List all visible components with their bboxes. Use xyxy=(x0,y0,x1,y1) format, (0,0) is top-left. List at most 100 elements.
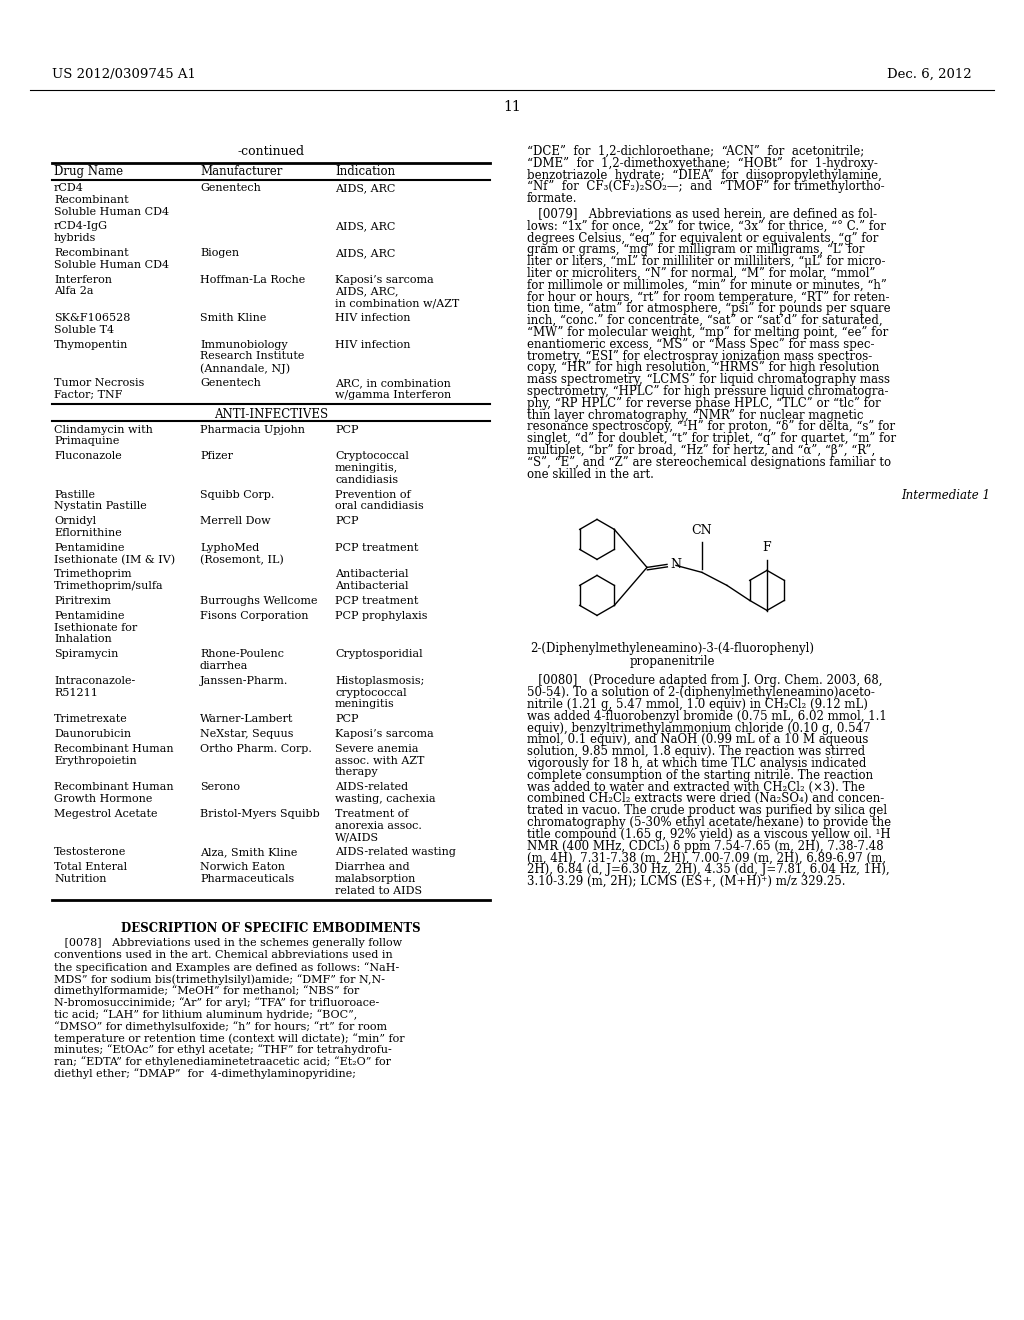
Text: Alza, Smith Kline: Alza, Smith Kline xyxy=(200,847,297,857)
Text: Trimethoprim/sulfa: Trimethoprim/sulfa xyxy=(54,581,164,591)
Text: Piritrexim: Piritrexim xyxy=(54,597,111,606)
Text: Immunobiology: Immunobiology xyxy=(200,339,288,350)
Text: Thymopentin: Thymopentin xyxy=(54,339,128,350)
Text: conventions used in the art. Chemical abbreviations used in: conventions used in the art. Chemical ab… xyxy=(54,950,393,960)
Text: Clindamycin with: Clindamycin with xyxy=(54,425,153,434)
Text: Treatment of: Treatment of xyxy=(335,809,409,818)
Text: PCP: PCP xyxy=(335,714,358,725)
Text: PCP treatment: PCP treatment xyxy=(335,597,419,606)
Text: Trimethoprim: Trimethoprim xyxy=(54,569,133,579)
Text: Ortho Pharm. Corp.: Ortho Pharm. Corp. xyxy=(200,743,312,754)
Text: equiv), benzyltrimethylammonium chloride (0.10 g, 0.547: equiv), benzyltrimethylammonium chloride… xyxy=(527,722,870,735)
Text: candidiasis: candidiasis xyxy=(335,475,398,484)
Text: was added to water and extracted with CH₂Cl₂ (×3). The: was added to water and extracted with CH… xyxy=(527,780,865,793)
Text: Serono: Serono xyxy=(200,783,240,792)
Text: Factor; TNF: Factor; TNF xyxy=(54,389,123,400)
Text: Genentech: Genentech xyxy=(200,183,261,193)
Text: Drug Name: Drug Name xyxy=(54,165,123,178)
Text: temperature or retention time (context will dictate); “min” for: temperature or retention time (context w… xyxy=(54,1032,404,1044)
Text: copy, “HR” for high resolution, “HRMS” for high resolution: copy, “HR” for high resolution, “HRMS” f… xyxy=(527,362,880,375)
Text: Merrell Dow: Merrell Dow xyxy=(200,516,270,527)
Text: Janssen-Pharm.: Janssen-Pharm. xyxy=(200,676,289,686)
Text: Primaquine: Primaquine xyxy=(54,437,120,446)
Text: in combination w/AZT: in combination w/AZT xyxy=(335,298,459,308)
Text: diarrhea: diarrhea xyxy=(200,661,249,671)
Text: AIDS, ARC: AIDS, ARC xyxy=(335,183,395,193)
Text: Diarrhea and: Diarrhea and xyxy=(335,862,410,873)
Text: AIDS-related: AIDS-related xyxy=(335,783,409,792)
Text: “DMSO” for dimethylsulfoxide; “h” for hours; “rt” for room: “DMSO” for dimethylsulfoxide; “h” for ho… xyxy=(54,1020,387,1032)
Text: Kaposi’s sarcoma: Kaposi’s sarcoma xyxy=(335,729,434,739)
Text: Pfizer: Pfizer xyxy=(200,451,233,461)
Text: Prevention of: Prevention of xyxy=(335,490,411,499)
Text: meningitis,: meningitis, xyxy=(335,463,398,473)
Text: wasting, cachexia: wasting, cachexia xyxy=(335,795,435,804)
Text: Total Enteral: Total Enteral xyxy=(54,862,127,873)
Text: [0079]   Abbreviations as used herein, are defined as fol-: [0079] Abbreviations as used herein, are… xyxy=(527,209,878,220)
Text: HIV infection: HIV infection xyxy=(335,339,411,350)
Text: Burroughs Wellcome: Burroughs Wellcome xyxy=(200,597,317,606)
Text: singlet, “d” for doublet, “t” for triplet, “q” for quartet, “m” for: singlet, “d” for doublet, “t” for triple… xyxy=(527,432,896,445)
Text: chromatography (5-30% ethyl acetate/hexane) to provide the: chromatography (5-30% ethyl acetate/hexa… xyxy=(527,816,891,829)
Text: solution, 9.85 mmol, 1.8 equiv). The reaction was stirred: solution, 9.85 mmol, 1.8 equiv). The rea… xyxy=(527,746,865,758)
Text: NMR (400 MHz, CDCl₃) δ ppm 7.54-7.65 (m, 2H), 7.38-7.48: NMR (400 MHz, CDCl₃) δ ppm 7.54-7.65 (m,… xyxy=(527,840,884,853)
Text: 50-54). To a solution of 2-(diphenylmethyleneamino)aceto-: 50-54). To a solution of 2-(diphenylmeth… xyxy=(527,686,874,700)
Text: multiplet, “br” for broad, “Hz” for hertz, and “α”, “β”, “R”,: multiplet, “br” for broad, “Hz” for hert… xyxy=(527,444,876,457)
Text: combined CH₂Cl₂ extracts were dried (Na₂SO₄) and concen-: combined CH₂Cl₂ extracts were dried (Na₂… xyxy=(527,792,885,805)
Text: (m, 4H), 7.31-7.38 (m, 2H), 7.00-7.09 (m, 2H), 6.89-6.97 (m,: (m, 4H), 7.31-7.38 (m, 2H), 7.00-7.09 (m… xyxy=(527,851,886,865)
Text: rCD4: rCD4 xyxy=(54,183,84,193)
Text: Alfa 2a: Alfa 2a xyxy=(54,286,93,297)
Text: DESCRIPTION OF SPECIFIC EMBODIMENTS: DESCRIPTION OF SPECIFIC EMBODIMENTS xyxy=(121,923,421,936)
Text: Antibacterial: Antibacterial xyxy=(335,569,409,579)
Text: therapy: therapy xyxy=(335,767,379,777)
Text: 11: 11 xyxy=(503,100,521,114)
Text: Spiramycin: Spiramycin xyxy=(54,649,119,659)
Text: Cryptosporidial: Cryptosporidial xyxy=(335,649,423,659)
Text: one skilled in the art.: one skilled in the art. xyxy=(527,467,654,480)
Text: Growth Hormone: Growth Hormone xyxy=(54,795,153,804)
Text: W/AIDS: W/AIDS xyxy=(335,833,379,842)
Text: Bristol-Myers Squibb: Bristol-Myers Squibb xyxy=(200,809,319,818)
Text: PCP treatment: PCP treatment xyxy=(335,543,419,553)
Text: Pharmacia Upjohn: Pharmacia Upjohn xyxy=(200,425,305,434)
Text: Soluble Human CD4: Soluble Human CD4 xyxy=(54,207,169,216)
Text: Recombinant: Recombinant xyxy=(54,248,129,257)
Text: LyphoMed: LyphoMed xyxy=(200,543,259,553)
Text: benzotriazole  hydrate;  “DIEA”  for  diisopropylethylamine,: benzotriazole hydrate; “DIEA” for diisop… xyxy=(527,169,882,182)
Text: liter or liters, “mL” for milliliter or milliliters, “μL” for micro-: liter or liters, “mL” for milliliter or … xyxy=(527,255,886,268)
Text: Interferon: Interferon xyxy=(54,275,112,285)
Text: Fluconazole: Fluconazole xyxy=(54,451,122,461)
Text: 2-(Diphenylmethyleneamino)-3-(4-fluorophenyl): 2-(Diphenylmethyleneamino)-3-(4-fluoroph… xyxy=(530,643,814,656)
Text: NeXstar, Sequus: NeXstar, Sequus xyxy=(200,729,294,739)
Text: Recombinant: Recombinant xyxy=(54,195,129,205)
Text: N-bromosuccinimide; “Ar” for aryl; “TFA” for trifluoroace-: N-bromosuccinimide; “Ar” for aryl; “TFA”… xyxy=(54,998,379,1008)
Text: “DCE”  for  1,2-dichloroethane;  “ACN”  for  acetonitrile;: “DCE” for 1,2-dichloroethane; “ACN” for … xyxy=(527,145,864,158)
Text: MDS” for sodium bis(trimethylsilyl)amide; “DMF” for N,N-: MDS” for sodium bis(trimethylsilyl)amide… xyxy=(54,974,385,985)
Text: Isethionate (IM & IV): Isethionate (IM & IV) xyxy=(54,554,175,565)
Text: Manufacturer: Manufacturer xyxy=(200,165,283,178)
Text: Histoplasmosis;: Histoplasmosis; xyxy=(335,676,424,686)
Text: AIDS, ARC,: AIDS, ARC, xyxy=(335,286,398,297)
Text: F: F xyxy=(763,541,771,554)
Text: Daunorubicin: Daunorubicin xyxy=(54,729,131,739)
Text: Eflornithine: Eflornithine xyxy=(54,528,122,539)
Text: SK&F106528: SK&F106528 xyxy=(54,313,130,323)
Text: US 2012/0309745 A1: US 2012/0309745 A1 xyxy=(52,69,196,81)
Text: (Rosemont, IL): (Rosemont, IL) xyxy=(200,554,284,565)
Text: PCP: PCP xyxy=(335,516,358,527)
Text: trometry, “ESI” for electrospray ionization mass spectros-: trometry, “ESI” for electrospray ionizat… xyxy=(527,350,872,363)
Text: Hoffman-La Roche: Hoffman-La Roche xyxy=(200,275,305,285)
Text: AIDS, ARC: AIDS, ARC xyxy=(335,248,395,257)
Text: cryptococcal: cryptococcal xyxy=(335,688,407,697)
Text: Severe anemia: Severe anemia xyxy=(335,743,419,754)
Text: Indication: Indication xyxy=(335,165,395,178)
Text: Trimetrexate: Trimetrexate xyxy=(54,714,128,725)
Text: nitrile (1.21 g, 5.47 mmol, 1.0 equiv) in CH₂Cl₂ (9.12 mL): nitrile (1.21 g, 5.47 mmol, 1.0 equiv) i… xyxy=(527,698,868,711)
Text: resonance spectroscopy, “¹H” for proton, “δ” for delta, “s” for: resonance spectroscopy, “¹H” for proton,… xyxy=(527,420,895,433)
Text: PCP prophylaxis: PCP prophylaxis xyxy=(335,611,427,620)
Text: AIDS, ARC: AIDS, ARC xyxy=(335,222,395,231)
Text: Smith Kline: Smith Kline xyxy=(200,313,266,323)
Text: related to AIDS: related to AIDS xyxy=(335,886,422,895)
Text: Rhone-Poulenc: Rhone-Poulenc xyxy=(200,649,284,659)
Text: 2H), 6.84 (d, J=6.30 Hz, 2H), 4.35 (dd, J=7.81, 6.04 Hz, 1H),: 2H), 6.84 (d, J=6.30 Hz, 2H), 4.35 (dd, … xyxy=(527,863,890,876)
